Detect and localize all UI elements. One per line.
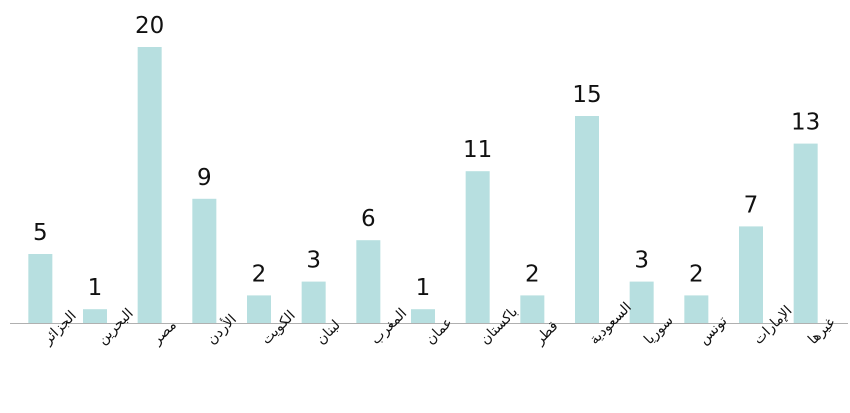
bar bbox=[793, 143, 818, 323]
data-label: 13 bbox=[791, 110, 820, 136]
data-label: 2 bbox=[525, 261, 540, 287]
data-label: 20 bbox=[135, 13, 164, 39]
data-label: 1 bbox=[88, 275, 103, 301]
bar bbox=[356, 240, 381, 323]
data-label: 3 bbox=[306, 248, 321, 274]
bar bbox=[684, 295, 709, 323]
bar bbox=[520, 295, 545, 323]
data-label: 9 bbox=[197, 165, 212, 191]
bar bbox=[247, 295, 271, 323]
data-label: 2 bbox=[689, 261, 704, 287]
bar bbox=[28, 254, 53, 323]
data-label: 7 bbox=[744, 192, 759, 218]
bar bbox=[629, 281, 654, 323]
data-label: 2 bbox=[252, 261, 267, 287]
bar bbox=[411, 309, 435, 323]
data-label: 6 bbox=[361, 206, 376, 232]
bar bbox=[83, 309, 107, 323]
data-label: 3 bbox=[634, 248, 649, 274]
data-label: 5 bbox=[33, 220, 48, 246]
bar bbox=[137, 47, 162, 323]
data-label: 15 bbox=[572, 82, 601, 108]
bar bbox=[739, 226, 763, 323]
bar bbox=[301, 281, 326, 323]
bars-group bbox=[28, 47, 818, 323]
data-label: 1 bbox=[416, 275, 431, 301]
data-label: 11 bbox=[463, 137, 492, 163]
bar bbox=[465, 171, 490, 323]
bar bbox=[192, 198, 217, 323]
bar bbox=[575, 116, 599, 323]
